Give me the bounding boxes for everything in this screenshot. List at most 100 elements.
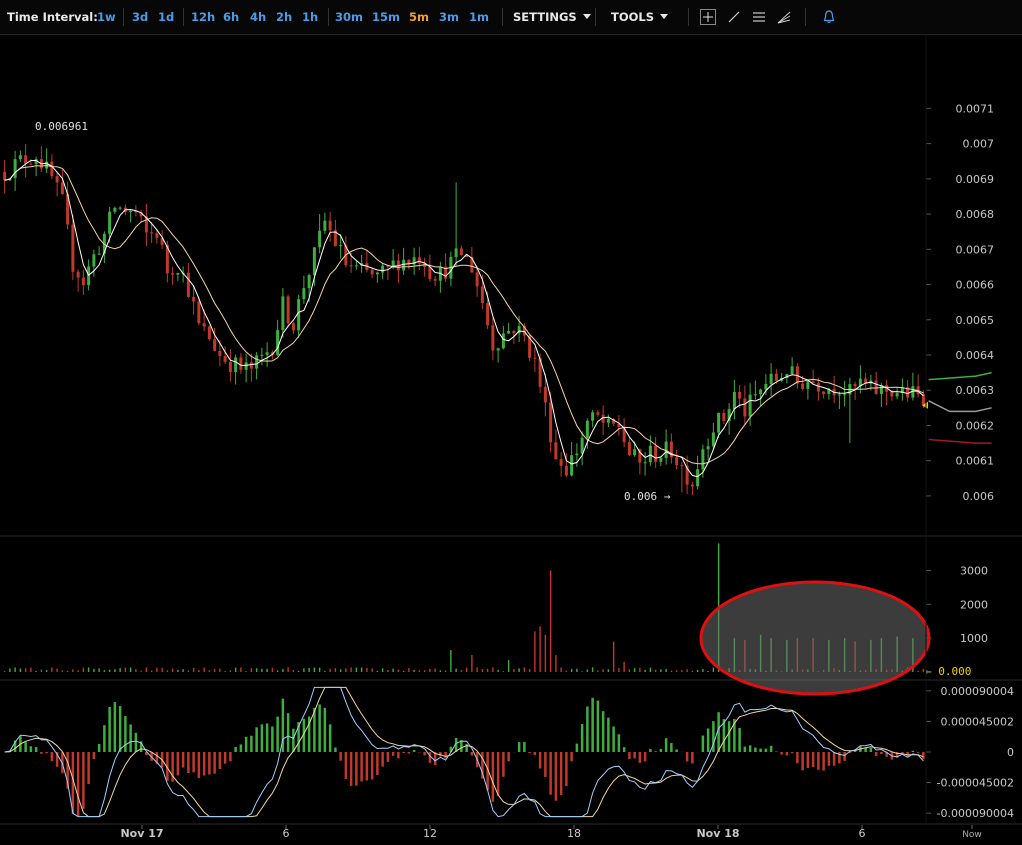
candle-body bbox=[622, 426, 626, 443]
candle-body bbox=[281, 296, 285, 331]
projection-line bbox=[928, 438, 992, 444]
interval-1m[interactable]: 1m bbox=[469, 10, 489, 24]
candle-body bbox=[827, 388, 831, 395]
candle-body bbox=[795, 366, 799, 384]
price-tick-label: 0.0066 bbox=[956, 279, 995, 292]
horizontal-lines-icon[interactable] bbox=[751, 9, 767, 25]
candle-body bbox=[13, 159, 17, 179]
candle-body bbox=[171, 273, 175, 275]
price-tick-label: 0.0062 bbox=[956, 419, 995, 432]
candle-body bbox=[318, 230, 322, 248]
interval-3d[interactable]: 3d bbox=[132, 10, 149, 24]
candle-body bbox=[585, 420, 589, 438]
candle-body bbox=[470, 256, 474, 273]
candle-body bbox=[769, 373, 773, 384]
candle-body bbox=[255, 355, 259, 369]
candle-body bbox=[659, 457, 663, 462]
candle-body bbox=[81, 277, 85, 286]
candle-body bbox=[92, 254, 96, 267]
settings-menu[interactable]: SETTINGS bbox=[513, 10, 591, 24]
candle-body bbox=[570, 455, 574, 476]
candle-body bbox=[197, 301, 201, 324]
candle-body bbox=[690, 484, 694, 487]
candle-body bbox=[837, 394, 841, 396]
candle-body bbox=[155, 233, 159, 238]
candle-body bbox=[50, 161, 54, 177]
volume-last-value: ← 0.000 bbox=[925, 665, 971, 678]
x-tick-label: 12 bbox=[423, 827, 437, 840]
trend-line-icon[interactable] bbox=[726, 9, 742, 25]
candle-body bbox=[727, 409, 731, 421]
interval-6h[interactable]: 6h bbox=[223, 10, 240, 24]
interval-3m[interactable]: 3m bbox=[439, 10, 459, 24]
interval-1d[interactable]: 1d bbox=[158, 10, 175, 24]
interval-12h[interactable]: 12h bbox=[191, 10, 216, 24]
interval-15m[interactable]: 15m bbox=[372, 10, 400, 24]
x-tick-label: Nov 18 bbox=[696, 827, 739, 840]
tools-menu[interactable]: TOOLS bbox=[611, 10, 669, 24]
high-annotation: 0.006961 bbox=[35, 120, 88, 133]
candle-body bbox=[213, 339, 217, 351]
candle-body bbox=[97, 253, 101, 255]
candle-body bbox=[160, 237, 164, 245]
candle-body bbox=[192, 296, 196, 302]
chevron-down-icon bbox=[660, 14, 669, 19]
interval-2h[interactable]: 2h bbox=[276, 10, 293, 24]
macd-tick-label: 0.000090004 bbox=[941, 685, 1014, 698]
candle-body bbox=[816, 383, 820, 392]
candle-body bbox=[580, 437, 584, 454]
candle-body bbox=[617, 423, 621, 427]
interval-5m[interactable]: 5m bbox=[409, 10, 429, 24]
candle-body bbox=[759, 389, 763, 395]
candle-body bbox=[774, 373, 778, 381]
volume-tick-label: 3000 bbox=[960, 564, 988, 577]
candle-body bbox=[228, 361, 232, 373]
fibonacci-fan-icon[interactable] bbox=[776, 9, 792, 25]
candle-body bbox=[543, 386, 547, 403]
bell-icon[interactable] bbox=[821, 9, 837, 25]
candle-body bbox=[533, 357, 537, 359]
candle-body bbox=[24, 155, 28, 164]
volume-tick-label: 2000 bbox=[960, 598, 988, 611]
interval-1h[interactable]: 1h bbox=[302, 10, 319, 24]
macd-tick-label: -0.000045002 bbox=[937, 777, 1014, 790]
candle-body bbox=[633, 449, 637, 456]
candle-body bbox=[738, 392, 742, 399]
candle-body bbox=[265, 352, 269, 355]
candle-body bbox=[874, 380, 878, 394]
candle-body bbox=[643, 462, 647, 464]
macd-signal-line bbox=[4, 686, 924, 818]
crosshair-icon[interactable] bbox=[700, 9, 716, 25]
candle-body bbox=[890, 391, 894, 397]
macd-tick-label: -0.000090004 bbox=[937, 807, 1014, 820]
candle-body bbox=[753, 394, 757, 396]
candle-body bbox=[260, 354, 264, 356]
chevron-down-icon bbox=[582, 14, 591, 19]
x-tick-label: 18 bbox=[567, 827, 581, 840]
candle-body bbox=[370, 269, 374, 275]
candle-body bbox=[386, 265, 390, 267]
interval-4h[interactable]: 4h bbox=[250, 10, 267, 24]
candle-body bbox=[748, 394, 752, 417]
candle-body bbox=[349, 265, 353, 267]
candle-body bbox=[811, 381, 815, 384]
candle-body bbox=[507, 330, 511, 334]
candle-body bbox=[486, 303, 490, 326]
candle-body bbox=[218, 350, 222, 357]
slow-moving-average bbox=[4, 164, 924, 465]
candle-body bbox=[675, 457, 679, 466]
candle-body bbox=[276, 330, 280, 355]
macd-tick-label: 0 bbox=[1007, 746, 1014, 759]
interval-30m[interactable]: 30m bbox=[335, 10, 363, 24]
candle-body bbox=[491, 325, 495, 351]
candle-body bbox=[701, 449, 705, 470]
x-tick-label: 6 bbox=[859, 827, 866, 840]
macd-line bbox=[4, 686, 924, 818]
interval-1w[interactable]: 1w bbox=[97, 10, 116, 24]
candle-body bbox=[433, 279, 437, 281]
candle-body bbox=[202, 323, 206, 327]
candle-body bbox=[291, 323, 295, 331]
candle-body bbox=[512, 330, 516, 334]
candle-body bbox=[522, 326, 526, 336]
